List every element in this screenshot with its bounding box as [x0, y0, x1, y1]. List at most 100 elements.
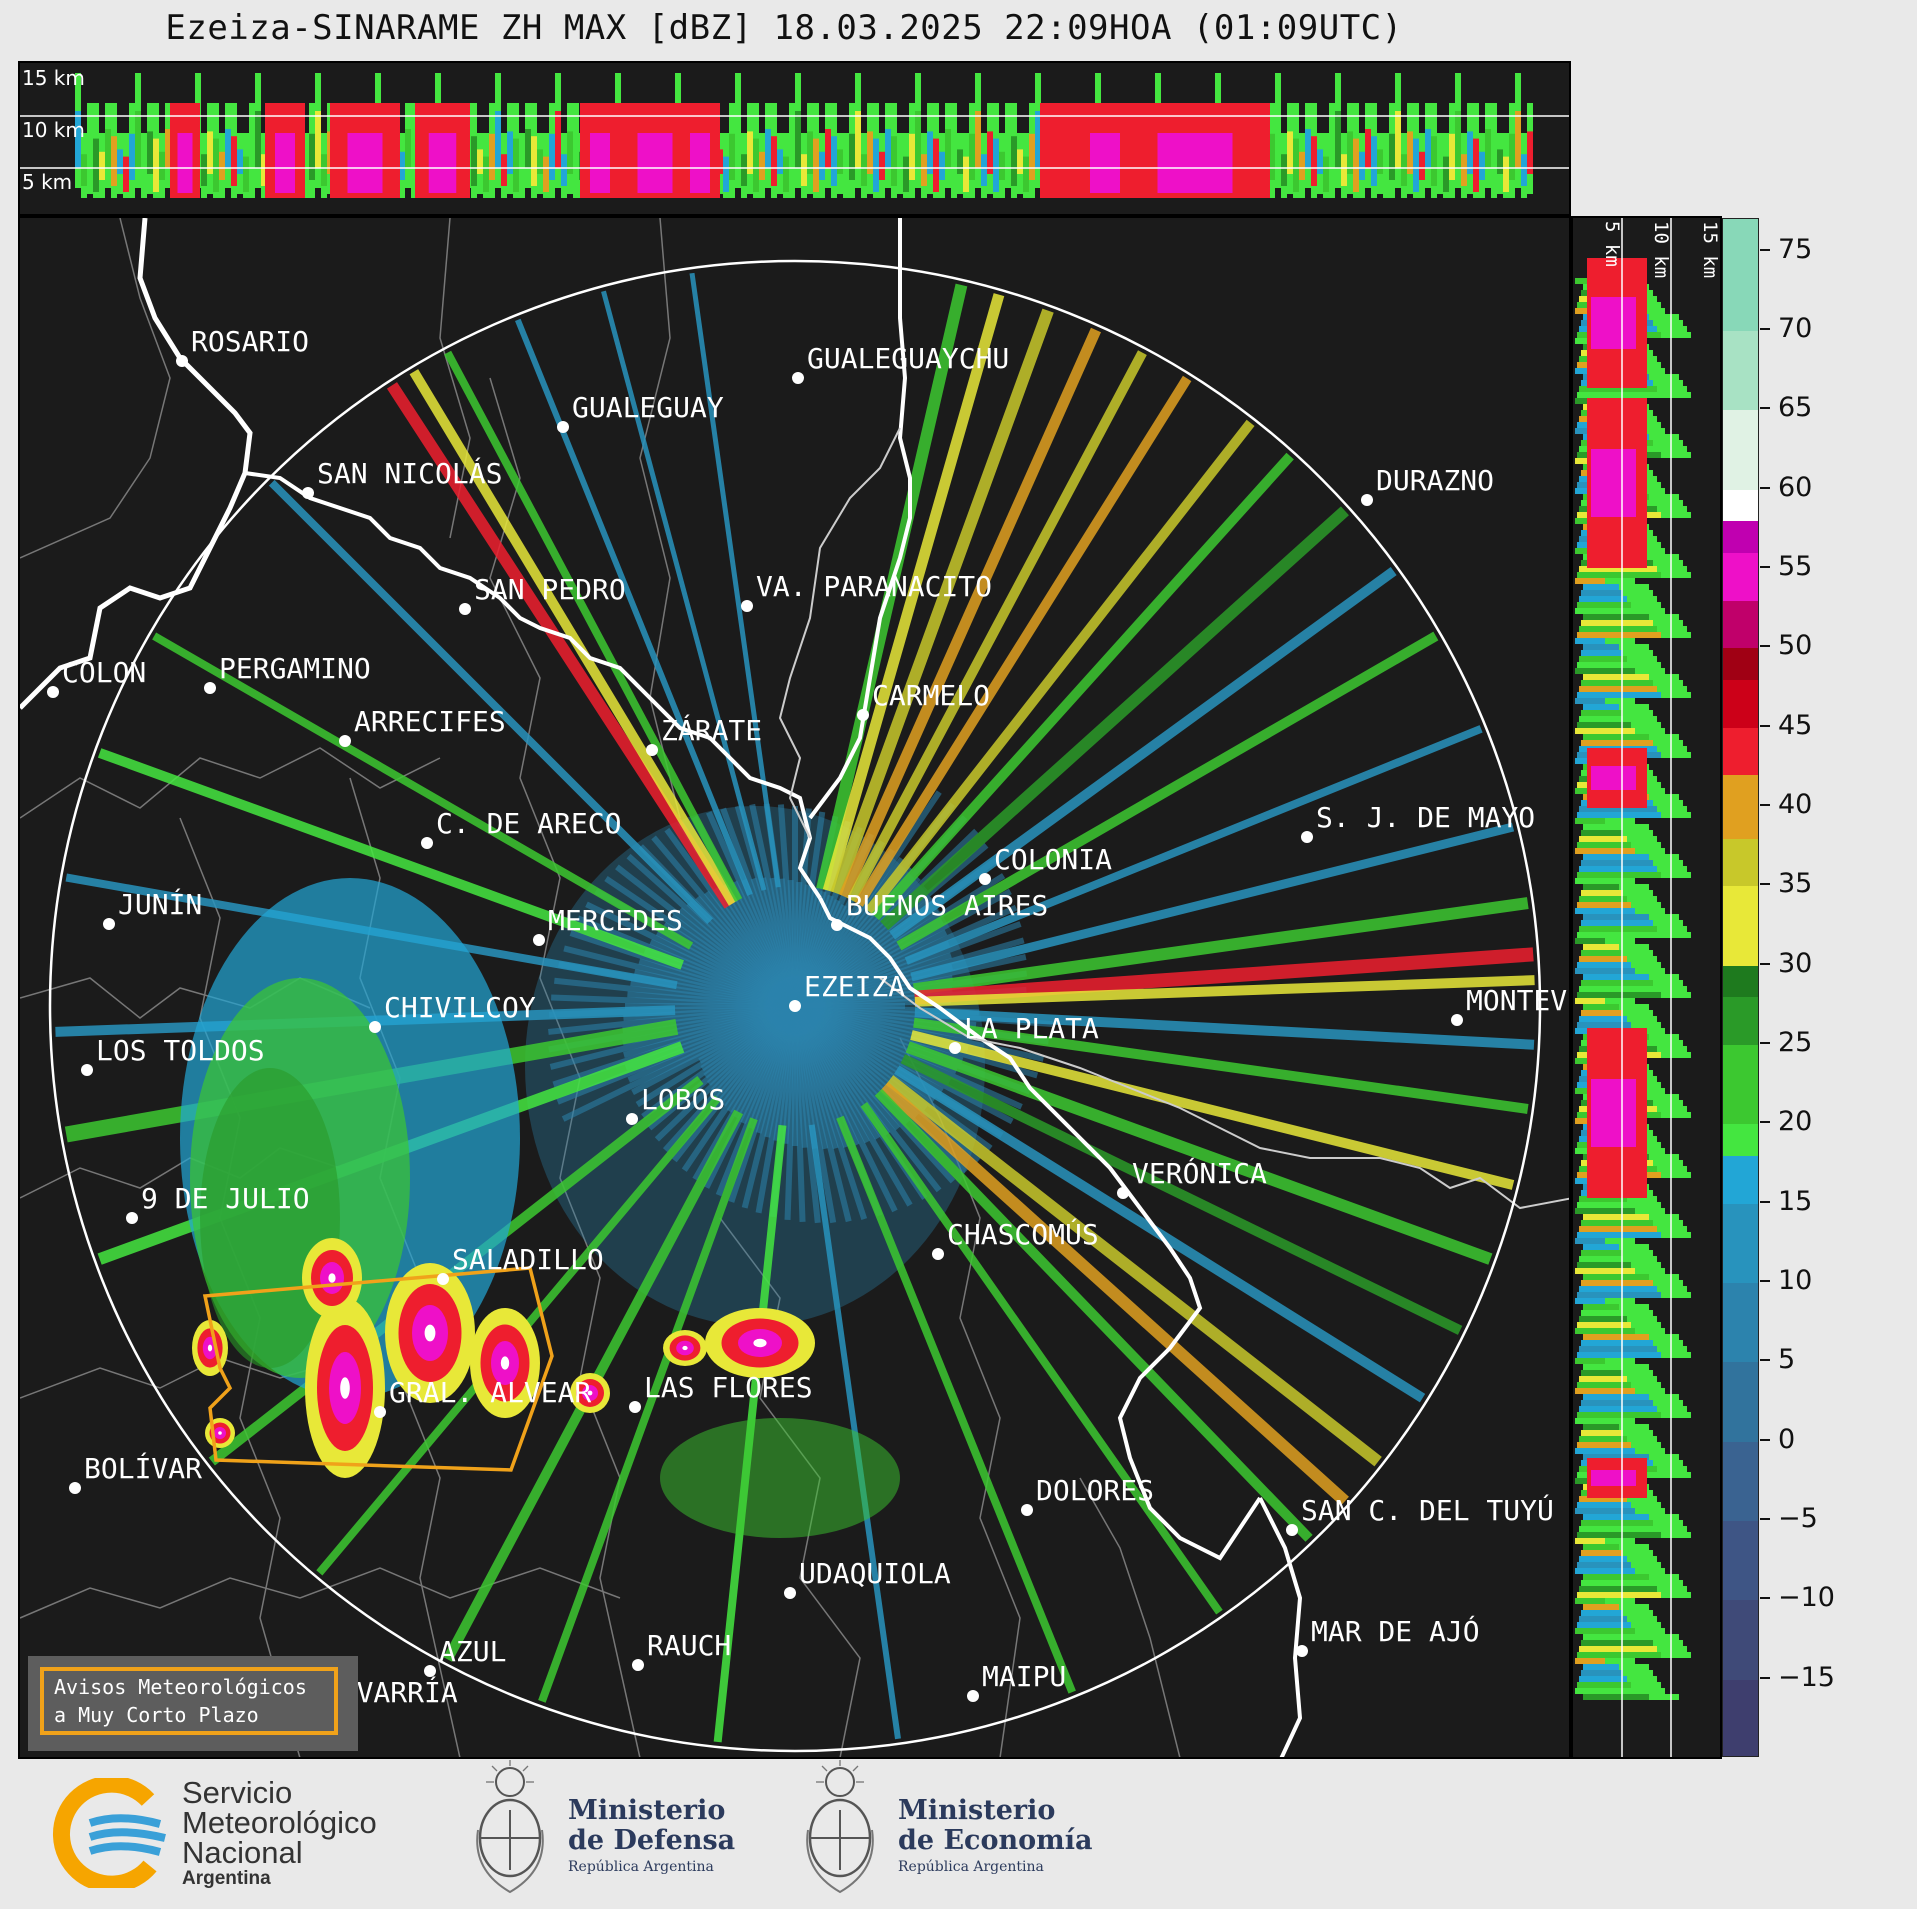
profile-column	[813, 138, 819, 192]
profile-row	[1577, 1292, 1661, 1298]
profile-column	[1269, 133, 1275, 180]
profile-column	[933, 138, 939, 192]
side-cross-section-svg: 5 km 10 km 15 km	[1575, 218, 1720, 1757]
city-dot	[626, 1113, 638, 1125]
colorbar-tick-label: 5	[1778, 1344, 1796, 1376]
city-label: UDAQUIOLA	[799, 1557, 951, 1590]
city-label: MONTEVIDEO	[1466, 984, 1571, 1017]
profile-row	[1579, 1256, 1627, 1262]
profile-column	[1479, 151, 1485, 180]
profile-column	[861, 154, 867, 186]
profile-row	[1579, 926, 1657, 932]
city-dot	[459, 603, 471, 615]
city-marker: PERGAMINO	[204, 652, 371, 694]
profile-row	[1583, 824, 1619, 830]
colorbar-tick	[1760, 328, 1770, 331]
profile-core	[177, 133, 193, 193]
warning-polygon	[202, 1266, 554, 1472]
cell-peak	[218, 1431, 222, 1435]
profile-column	[573, 138, 579, 192]
colorbar-tick	[1760, 804, 1770, 807]
spoke-ray	[860, 1102, 1223, 1615]
top-cross-section-panel: 15 km 10 km 5 km	[18, 61, 1571, 216]
profile-column	[957, 149, 963, 174]
colorbar-segment	[1723, 330, 1758, 411]
colorbar-tick	[1760, 407, 1770, 410]
profile-core	[1157, 133, 1233, 193]
profile-column	[1359, 151, 1365, 180]
city-label: LOBOS	[641, 1083, 725, 1116]
profile-row	[1581, 710, 1623, 716]
profile-row	[1583, 1694, 1649, 1700]
profile-row	[1579, 836, 1627, 842]
border-line	[20, 218, 171, 559]
colorbar-segment	[1723, 1361, 1758, 1442]
profile-row	[1581, 890, 1623, 896]
city-dot	[1301, 831, 1313, 843]
city-dot	[374, 1406, 386, 1418]
colorbar-tick-label: 10	[1778, 1265, 1813, 1297]
profile-column	[93, 138, 99, 192]
profile-row	[1577, 602, 1631, 608]
city-label: COLON	[62, 656, 146, 689]
profile-row	[1577, 1232, 1661, 1238]
profile-row	[1579, 806, 1657, 812]
spoke-ray	[905, 1041, 1493, 1265]
smn-line3: Nacional	[182, 1835, 303, 1870]
spoke-ray	[914, 1007, 1535, 1050]
profile-row	[1577, 392, 1661, 398]
colorbar-tick	[1760, 1597, 1770, 1600]
colorbar-segment	[1723, 409, 1758, 490]
profile-column	[807, 131, 813, 174]
profile-row	[1581, 620, 1653, 626]
colorbar-segment	[1723, 1123, 1758, 1157]
colorbar-segment	[1723, 647, 1758, 681]
profile-core	[1591, 1470, 1636, 1486]
economia-text: Ministerio de Economía República Argenti…	[898, 1796, 1092, 1878]
colorbar-tick-label: −5	[1778, 1503, 1818, 1534]
spoke-ray	[874, 1088, 1313, 1542]
profile-column	[315, 111, 321, 168]
profile-column	[891, 136, 897, 186]
profile-row	[1577, 812, 1661, 818]
city-label: CARMELO	[872, 679, 990, 712]
colorbar-tick	[1760, 1121, 1770, 1124]
city-dot	[741, 600, 753, 612]
economia-coat-of-arms	[800, 1760, 880, 1898]
storm-cell	[302, 1238, 362, 1318]
profile-row	[1575, 578, 1605, 584]
radar-echo-rays	[55, 272, 1535, 1743]
profile-row	[1577, 842, 1631, 848]
profile-row	[1577, 1682, 1631, 1688]
profile-column	[1413, 138, 1419, 192]
profile-row	[1583, 1274, 1649, 1280]
profile-column	[1311, 136, 1317, 186]
altitude-label-10km: 10 km	[22, 118, 85, 142]
profile-row	[1575, 1658, 1605, 1664]
profile-row	[1575, 1298, 1605, 1304]
colorbar-segment	[1723, 520, 1758, 554]
profile-core	[1591, 1079, 1636, 1147]
profile-row	[1575, 1328, 1635, 1334]
city-dot	[857, 709, 869, 721]
interference-spokes	[55, 272, 1535, 1743]
profile-row	[1575, 1208, 1635, 1214]
city-dot	[47, 686, 59, 698]
profile-core	[1591, 766, 1636, 790]
profile-row	[1581, 1520, 1653, 1526]
spoke-ray	[889, 566, 1397, 940]
profile-column	[1437, 149, 1443, 174]
profile-column	[567, 131, 573, 174]
profile-row	[1581, 830, 1623, 836]
profile-row	[1575, 938, 1605, 944]
profile-row	[1579, 956, 1627, 962]
profile-row	[1577, 632, 1661, 638]
profile-row	[1579, 1376, 1627, 1382]
side-echo-profile	[1575, 258, 1691, 1700]
colorbar-segment	[1723, 996, 1758, 1046]
profile-row	[1575, 1388, 1635, 1394]
city-marker: COLONIA	[979, 843, 1112, 885]
profile-row	[1577, 1532, 1661, 1538]
profile-row	[1583, 1334, 1649, 1340]
profile-column	[771, 136, 777, 186]
